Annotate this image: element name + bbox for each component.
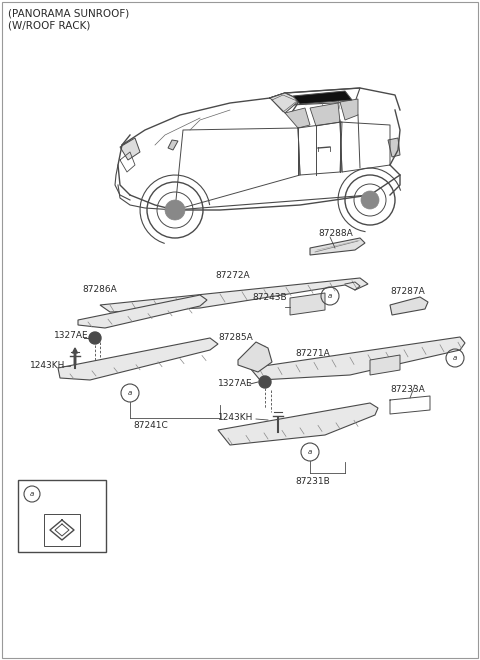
Polygon shape xyxy=(340,99,358,120)
Text: 87287A: 87287A xyxy=(390,286,425,296)
Text: (PANORAMA SUNROOF): (PANORAMA SUNROOF) xyxy=(8,9,129,19)
Text: 87271A: 87271A xyxy=(295,348,330,358)
Text: 87231B: 87231B xyxy=(295,477,330,486)
Text: 87233A: 87233A xyxy=(390,385,425,395)
Circle shape xyxy=(361,191,379,209)
Text: a: a xyxy=(453,355,457,361)
Text: (W/ROOF RACK): (W/ROOF RACK) xyxy=(8,21,90,31)
Polygon shape xyxy=(270,93,300,113)
Circle shape xyxy=(259,376,271,388)
Bar xyxy=(18,480,106,552)
Text: 87272A: 87272A xyxy=(215,271,250,279)
Text: a: a xyxy=(128,390,132,396)
Polygon shape xyxy=(310,103,340,126)
Polygon shape xyxy=(58,338,218,380)
Polygon shape xyxy=(310,238,365,255)
Polygon shape xyxy=(293,91,352,104)
Polygon shape xyxy=(238,342,272,372)
Text: 86725B: 86725B xyxy=(44,490,79,498)
Text: 87243B: 87243B xyxy=(252,294,287,302)
Text: a: a xyxy=(30,491,34,497)
Polygon shape xyxy=(285,108,310,128)
Polygon shape xyxy=(168,140,178,150)
Circle shape xyxy=(165,200,185,220)
Polygon shape xyxy=(78,295,207,328)
Polygon shape xyxy=(120,138,140,160)
Text: 87288A: 87288A xyxy=(318,230,353,238)
Bar xyxy=(44,514,80,546)
Polygon shape xyxy=(250,337,465,380)
Text: 87286A: 87286A xyxy=(82,284,117,294)
Polygon shape xyxy=(370,355,400,375)
Text: 1327AE: 1327AE xyxy=(54,331,89,339)
Polygon shape xyxy=(100,278,368,312)
Circle shape xyxy=(89,332,101,344)
Polygon shape xyxy=(218,403,378,445)
FancyArrow shape xyxy=(72,348,77,365)
Text: a: a xyxy=(328,293,332,299)
Text: 1327AE: 1327AE xyxy=(218,379,252,389)
Text: 87241C: 87241C xyxy=(133,422,168,430)
Text: a: a xyxy=(308,449,312,455)
Polygon shape xyxy=(390,297,428,315)
Text: 87285A: 87285A xyxy=(218,333,253,341)
Text: 1243KH: 1243KH xyxy=(30,362,65,370)
Text: 1243KH: 1243KH xyxy=(218,414,253,422)
Polygon shape xyxy=(290,293,325,315)
Polygon shape xyxy=(388,138,400,157)
